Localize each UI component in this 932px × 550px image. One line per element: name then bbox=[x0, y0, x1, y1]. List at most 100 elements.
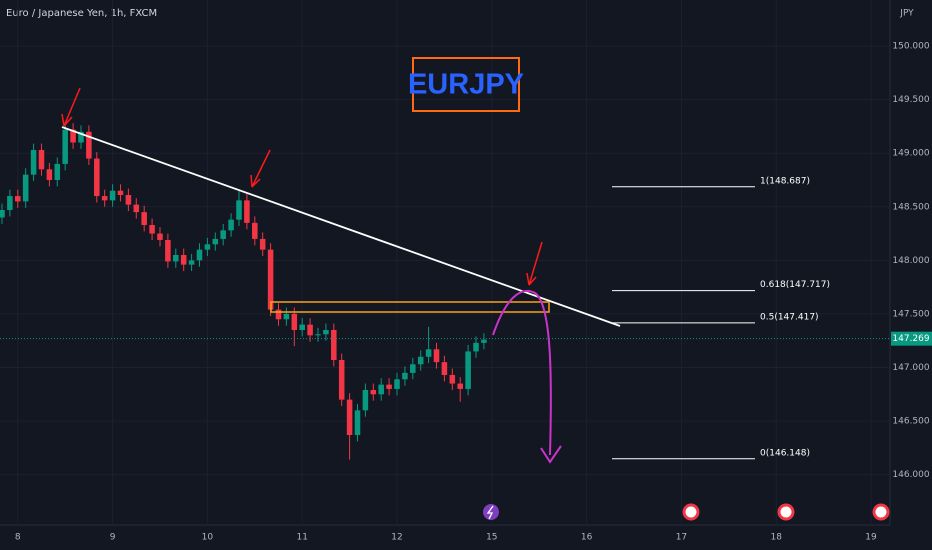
trend-line bbox=[61, 126, 621, 327]
candle-body bbox=[275, 309, 282, 320]
y-tick-label: 146.500 bbox=[892, 417, 929, 427]
x-tick-label: 18 bbox=[771, 533, 783, 543]
event-icons bbox=[483, 503, 890, 521]
candle-body bbox=[125, 195, 132, 205]
candle-body bbox=[410, 364, 416, 373]
candle-body bbox=[425, 349, 432, 357]
candle-body bbox=[331, 330, 337, 360]
candle-body bbox=[117, 190, 124, 195]
last-price-label: 147.269 bbox=[892, 334, 929, 344]
candle-body bbox=[283, 313, 290, 320]
candle-body bbox=[457, 383, 463, 389]
candle-body bbox=[46, 169, 53, 180]
x-tick-label: 8 bbox=[15, 533, 21, 543]
x-tick-label: 12 bbox=[391, 533, 402, 543]
candle-body bbox=[378, 384, 384, 395]
event-icon bbox=[682, 503, 700, 521]
candle-body bbox=[338, 360, 345, 400]
candle-body bbox=[7, 196, 13, 210]
symbol-label: EURJPY bbox=[408, 69, 524, 101]
candle-body bbox=[236, 200, 242, 220]
y-tick-label: 149.500 bbox=[892, 95, 929, 105]
fib-label: 0.618(147.717) bbox=[760, 280, 830, 290]
candle-body bbox=[86, 131, 92, 159]
candle-body bbox=[38, 150, 45, 170]
candle-body bbox=[133, 204, 140, 213]
candle-body bbox=[433, 349, 440, 363]
candle-body bbox=[62, 129, 68, 164]
candle-body bbox=[252, 222, 258, 239]
candle-body bbox=[109, 190, 116, 201]
arrow bbox=[526, 241, 543, 286]
x-tick-label: 15 bbox=[486, 533, 497, 543]
arrow bbox=[61, 87, 81, 127]
resistance-zone bbox=[270, 301, 550, 313]
candle-body bbox=[481, 339, 487, 343]
arrow bbox=[250, 149, 271, 188]
lightning bbox=[486, 505, 494, 520]
fib-label: 0.5(147.417) bbox=[760, 312, 819, 322]
candle-body bbox=[449, 375, 456, 384]
event-icon bbox=[483, 504, 499, 520]
candle-body bbox=[165, 240, 171, 262]
fib-label: 1(148.687) bbox=[760, 176, 810, 186]
candle-body bbox=[30, 150, 37, 175]
y-tick-label: 148.500 bbox=[892, 202, 929, 212]
candle-body bbox=[267, 249, 274, 310]
candle-body bbox=[196, 249, 203, 261]
y-tick-label: 147.500 bbox=[892, 309, 929, 319]
y-tick-label: 150.000 bbox=[892, 42, 929, 52]
y-tick-label: 146.000 bbox=[892, 470, 929, 480]
candle-body bbox=[473, 342, 479, 352]
candle-body bbox=[70, 129, 76, 143]
candle-body bbox=[259, 238, 266, 250]
candle-body bbox=[465, 351, 471, 389]
candle-body bbox=[141, 212, 147, 225]
projection-curve bbox=[492, 290, 552, 456]
projection-arrowhead bbox=[540, 445, 562, 464]
candle-body bbox=[188, 260, 195, 265]
y-tick-label: 147.000 bbox=[892, 363, 929, 373]
candle-body bbox=[386, 384, 392, 389]
candle-body bbox=[362, 390, 369, 411]
candle-body bbox=[402, 372, 408, 380]
y-tick-label: 149.000 bbox=[892, 149, 929, 159]
chart-title: Euro / Japanese Yen, 1h, FXCM bbox=[6, 8, 157, 19]
candle-body bbox=[149, 225, 155, 234]
candle-body bbox=[323, 330, 329, 335]
candle-body bbox=[0, 210, 5, 218]
x-tick-label: 17 bbox=[676, 533, 687, 543]
candle-body bbox=[78, 131, 84, 143]
fib-label: 0(146.148) bbox=[760, 448, 810, 458]
candle-body bbox=[180, 255, 187, 265]
plot-area bbox=[0, 0, 890, 525]
candle-body bbox=[54, 163, 61, 180]
candle-body bbox=[307, 324, 313, 336]
candle-body bbox=[15, 196, 21, 202]
candle-body bbox=[299, 324, 305, 330]
candle-body bbox=[204, 244, 211, 250]
candle-body bbox=[441, 362, 448, 375]
candle-body bbox=[157, 233, 163, 240]
currency-label: JPY bbox=[899, 9, 914, 19]
candle-body bbox=[354, 410, 361, 435]
candle-body bbox=[220, 230, 226, 239]
x-tick-label: 16 bbox=[581, 533, 593, 543]
arrows bbox=[61, 87, 543, 286]
event-icon bbox=[777, 503, 795, 521]
candle-body bbox=[173, 255, 179, 262]
candle-body bbox=[346, 399, 353, 435]
x-tick-label: 9 bbox=[110, 533, 116, 543]
candle-body bbox=[394, 379, 400, 389]
candle-body bbox=[212, 238, 219, 245]
candle-body bbox=[101, 196, 108, 201]
last-price-box bbox=[891, 331, 932, 346]
y-tick-label: 148.000 bbox=[892, 256, 929, 266]
candle-body bbox=[228, 219, 234, 231]
candle-body bbox=[315, 334, 321, 336]
candle-body bbox=[94, 158, 100, 197]
candle-body bbox=[244, 200, 250, 223]
x-tick-label: 10 bbox=[202, 533, 214, 543]
